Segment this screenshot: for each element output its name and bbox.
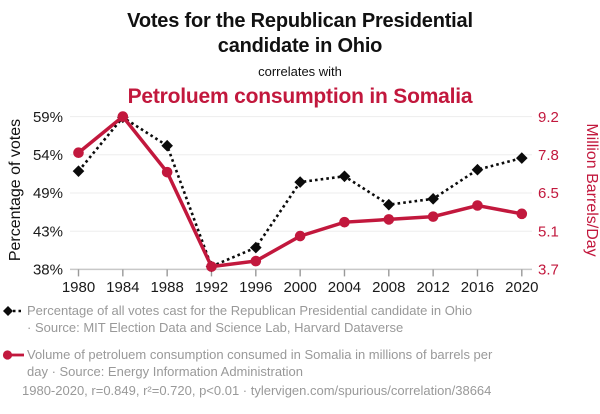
legend-label-votes: Percentage of all votes cast for the Rep…: [27, 303, 473, 335]
series-votes: [72, 111, 528, 273]
svg-text:54%: 54%: [33, 147, 63, 164]
right-axis-title: Million Barrels/Day: [583, 123, 600, 257]
chart-title-connector: correlates with: [258, 64, 342, 79]
svg-text:49%: 49%: [33, 185, 63, 202]
data-point-diamond: [383, 198, 395, 211]
svg-text:5.1: 5.1: [538, 223, 559, 240]
svg-text:2016: 2016: [461, 279, 494, 296]
legend-item-votes: Percentage of all votes cast for the Rep…: [2, 303, 594, 336]
data-point-diamond: [161, 139, 173, 152]
data-point-circle: [383, 214, 395, 225]
data-point-diamond: [250, 241, 262, 254]
svg-text:43%: 43%: [33, 223, 63, 240]
data-point-circle: [73, 147, 84, 159]
data-point-circle: [250, 255, 262, 267]
svg-text:2004: 2004: [328, 279, 361, 296]
chart-title-primary: Votes for the Republican Presidential ca…: [127, 10, 473, 57]
diamond-dotted-line-icon: [3, 306, 24, 316]
series-petroleum: [73, 111, 528, 272]
svg-text:3.7: 3.7: [538, 262, 559, 279]
data-point-diamond: [516, 152, 528, 164]
svg-text:38%: 38%: [33, 262, 63, 279]
data-point-diamond: [338, 170, 351, 183]
data-point-circle: [339, 216, 350, 228]
x-axis: 1980 1984 1988 1992 1996 2000 2004 2008 2012 2016…: [62, 269, 538, 296]
data-point-circle: [294, 230, 306, 242]
y-axis-left-labels: 59% 54% 49% 43% 38%: [33, 109, 63, 279]
svg-text:2008: 2008: [372, 279, 405, 296]
svg-text:2012: 2012: [416, 279, 449, 296]
svg-text:2000: 2000: [283, 279, 316, 296]
data-point-diamond: [294, 176, 306, 188]
data-point-circle: [161, 166, 173, 178]
legend: Percentage of all votes cast for the Rep…: [2, 303, 594, 391]
stats-footer: 1980-2020, r=0.849, r²=0.720, p<0.01 · t…: [22, 383, 492, 398]
svg-text:1992: 1992: [195, 279, 228, 296]
data-point-diamond: [427, 193, 439, 205]
chart-header: Votes for the Republican Presidential ca…: [0, 0, 600, 109]
data-point-circle: [472, 200, 483, 211]
circle-solid-line-icon: [2, 350, 24, 360]
left-axis-title: Percentage of votes: [7, 118, 24, 262]
svg-text:1980: 1980: [62, 279, 95, 296]
data-point-circle: [516, 208, 528, 220]
gridlines: [70, 116, 532, 271]
data-point-circle: [427, 211, 439, 222]
svg-text:6.5: 6.5: [538, 185, 559, 202]
data-point-diamond: [72, 165, 85, 177]
svg-text:1988: 1988: [150, 279, 183, 296]
chart-title-secondary: Petroluem consumption in Somalia: [127, 85, 473, 108]
svg-text:2020: 2020: [505, 279, 538, 296]
legend-label-petroleum: Volume of petroluem consumption consumed…: [27, 347, 493, 379]
legend-item-petroleum: Volume of petroluem consumption consumed…: [2, 347, 594, 380]
data-point-circle: [206, 261, 217, 272]
svg-text:59%: 59%: [33, 109, 63, 126]
data-point-circle: [117, 111, 129, 122]
svg-text:7.8: 7.8: [538, 147, 559, 164]
data-point-diamond: [471, 163, 484, 176]
svg-text:1996: 1996: [239, 279, 272, 296]
y-axis-right-labels: 9.2 7.8 6.5 5.1 3.7: [538, 109, 559, 279]
svg-text:9.2: 9.2: [538, 109, 559, 126]
svg-text:1984: 1984: [106, 279, 139, 296]
